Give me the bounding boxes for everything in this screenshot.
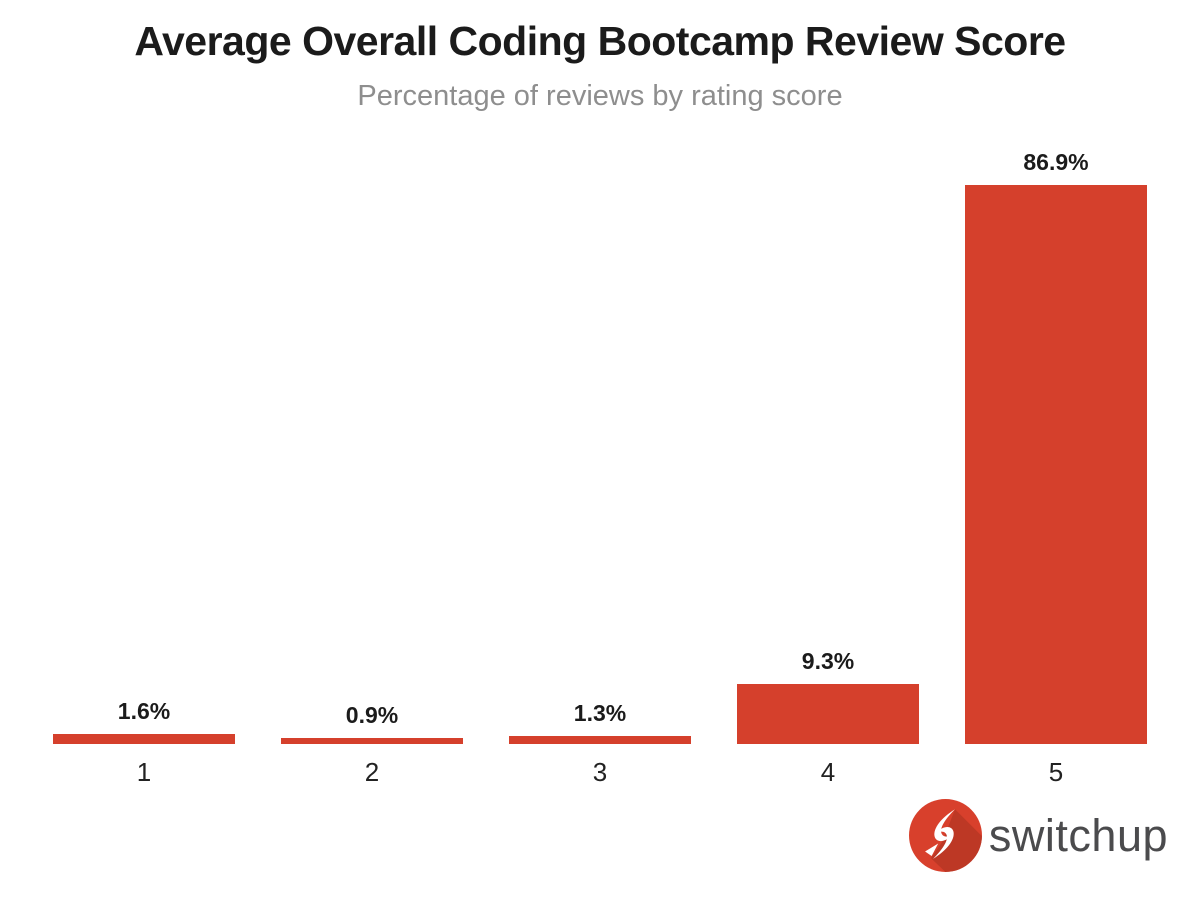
bar-group: 1.6% 1 bbox=[53, 698, 235, 787]
switchup-logo-icon bbox=[908, 799, 982, 872]
bar-value-label: 0.9% bbox=[345, 702, 399, 728]
x-axis-tick-label: 1 bbox=[136, 757, 152, 787]
bar-group: 9.3% 4 bbox=[737, 648, 919, 787]
bar-group: 1.3% 3 bbox=[509, 700, 691, 787]
bar-group: 86.9% 5 bbox=[965, 149, 1147, 787]
bar-value-label: 1.3% bbox=[573, 700, 627, 726]
bar bbox=[965, 185, 1147, 744]
chart-subtitle: Percentage of reviews by rating score bbox=[357, 80, 843, 112]
bar-value-label: 86.9% bbox=[1023, 149, 1089, 175]
bar-group: 0.9% 2 bbox=[281, 702, 463, 787]
x-axis-tick-label: 4 bbox=[820, 757, 836, 787]
chart-title: Average Overall Coding Bootcamp Review S… bbox=[134, 18, 1066, 64]
bar bbox=[53, 734, 235, 744]
x-axis-tick-label: 3 bbox=[592, 757, 608, 787]
x-axis-tick-label: 2 bbox=[364, 757, 380, 787]
bar-value-label: 1.6% bbox=[117, 698, 171, 724]
switchup-wordmark: switchup bbox=[988, 810, 1168, 861]
bar bbox=[737, 684, 919, 744]
switchup-logo: switchup bbox=[908, 799, 1168, 872]
bar-plot: 1.6% 1 0.9% 2 1.3% 3 9.3% 4 86.9% 5 bbox=[53, 149, 1147, 787]
x-axis-tick-label: 5 bbox=[1048, 757, 1064, 787]
bar bbox=[281, 738, 463, 744]
bar-value-label: 9.3% bbox=[801, 648, 855, 674]
bar bbox=[509, 736, 691, 744]
